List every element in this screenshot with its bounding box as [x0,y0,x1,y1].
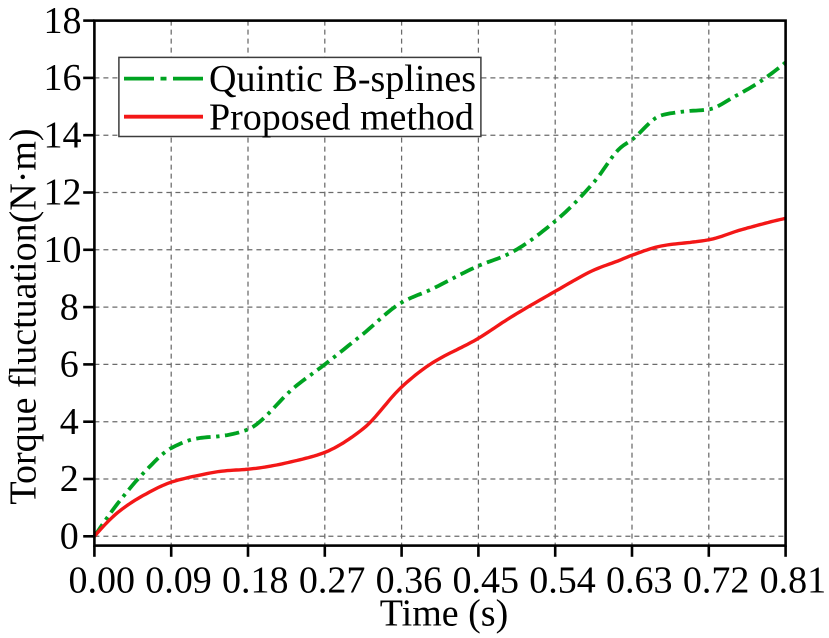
svg-text:10: 10 [44,229,82,271]
svg-text:0.36: 0.36 [376,560,443,602]
svg-text:0.54: 0.54 [529,560,596,602]
svg-text:0.27: 0.27 [299,560,366,602]
svg-text:12: 12 [44,172,82,214]
svg-text:2: 2 [60,458,79,500]
svg-text:16: 16 [44,57,82,99]
svg-text:0.81: 0.81 [760,560,827,602]
svg-text:0.45: 0.45 [452,560,519,602]
svg-text:0: 0 [60,516,79,558]
svg-text:0.72: 0.72 [683,560,750,602]
svg-text:0.09: 0.09 [145,560,212,602]
svg-text:Torque fluctuation(N·m): Torque fluctuation(N·m) [3,128,45,504]
svg-text:14: 14 [44,114,82,156]
svg-text:18: 18 [44,0,82,42]
svg-text:6: 6 [60,344,79,386]
svg-text:4: 4 [60,401,79,443]
svg-text:Time (s): Time (s) [380,593,508,635]
svg-text:Quintic B-splines: Quintic B-splines [209,58,476,100]
svg-text:0.00: 0.00 [68,560,135,602]
svg-text:0.18: 0.18 [222,560,289,602]
svg-text:Proposed method: Proposed method [209,97,474,139]
svg-text:0.63: 0.63 [606,560,673,602]
svg-text:8: 8 [60,286,79,328]
